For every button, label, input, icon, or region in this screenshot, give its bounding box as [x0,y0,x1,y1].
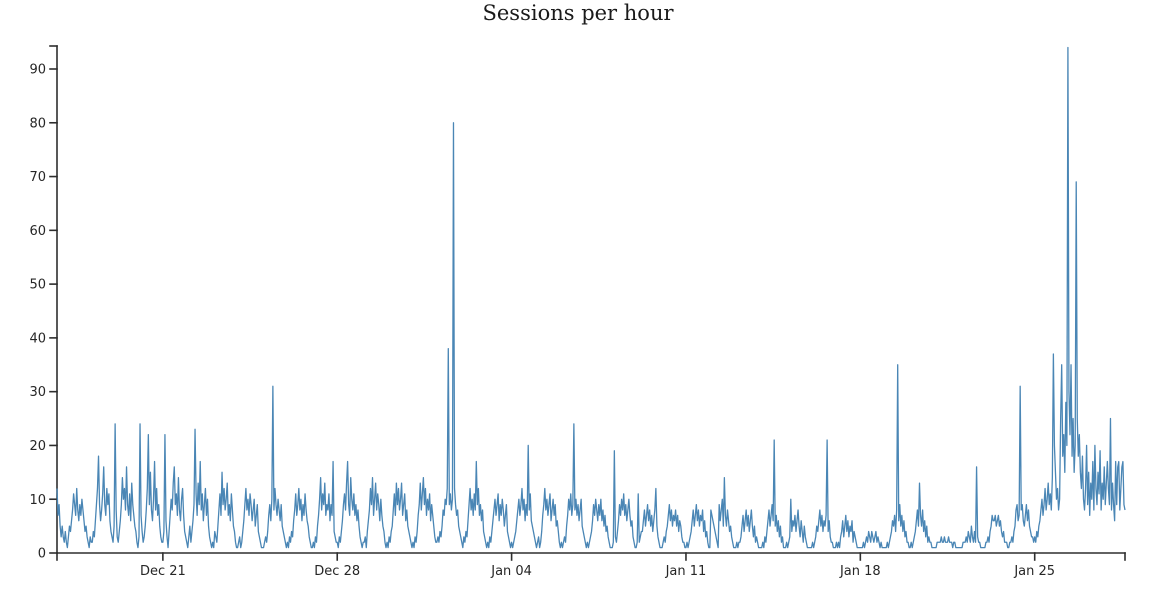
y-tick-label: 10 [29,493,46,508]
y-tick-label: 70 [29,170,46,185]
y-tick-label: 0 [38,547,46,562]
x-tick-label: Jan 25 [1013,564,1055,579]
y-tick-label: 50 [29,278,46,293]
x-tick-label: Dec 21 [140,564,186,579]
x-tick-label: Jan 04 [490,564,532,579]
y-tick-label: 40 [29,331,46,346]
y-tick-label: 90 [29,63,46,78]
x-tick-label: Dec 28 [314,564,360,579]
y-tick-label: 80 [29,116,46,131]
y-tick-label: 30 [29,385,46,400]
y-tick-label: 60 [29,224,46,239]
x-tick-label: Jan 11 [665,564,707,579]
x-tick-label: Jan 18 [839,564,881,579]
sessions-line-series [56,46,1126,549]
y-tick-label: 20 [29,439,46,454]
chart-title: Sessions per hour [482,1,674,25]
